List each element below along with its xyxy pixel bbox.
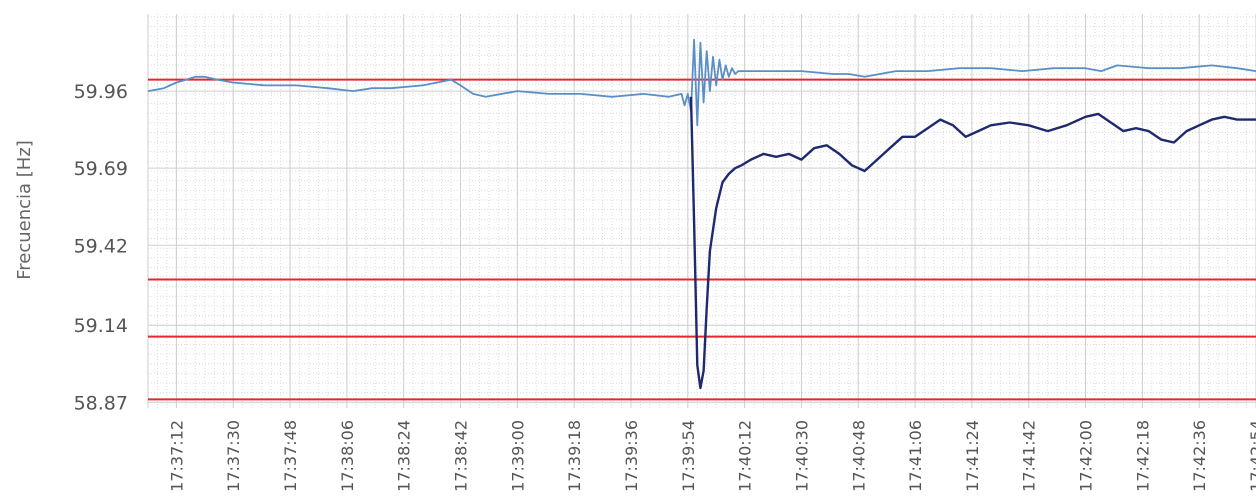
x-tick-label: 17:42:00: [1077, 420, 1096, 492]
y-axis-ticks: 59.96 59.69 59.42 59.14 58.87: [74, 81, 128, 414]
x-tick-label: 17:39:00: [508, 420, 527, 492]
x-tick-label: 17:40:30: [792, 420, 811, 492]
x-tick-label: 17:42:54: [1247, 420, 1256, 492]
x-tick-label: 17:41:06: [906, 420, 925, 492]
series-line-1: [147, 38, 1256, 127]
x-axis-ticks: 17:37:12 17:37:30 17:37:48 17:38:06 17:38:24…: [167, 420, 1256, 492]
x-tick-label: 17:38:06: [338, 420, 357, 492]
x-tick-label: 17:41:42: [1020, 420, 1039, 492]
y-tick-label: 59.69: [74, 158, 128, 180]
y-tick-label: 58.87: [74, 392, 128, 414]
x-tick-label: 17:37:30: [224, 420, 243, 492]
x-tick-label: 17:38:42: [452, 420, 471, 492]
x-tick-label: 17:40:12: [736, 420, 755, 492]
x-tick-label: 17:37:12: [167, 420, 186, 492]
series-lines: [147, 38, 1256, 390]
series-line-2: [689, 96, 1256, 390]
x-tick-label: 17:39:54: [679, 420, 698, 492]
y-tick-label: 59.42: [74, 235, 128, 257]
x-tick-label: 17:41:24: [963, 420, 982, 492]
x-tick-label: 17:37:48: [281, 420, 300, 492]
y-tick-label: 59.14: [74, 315, 128, 337]
x-tick-label: 17:40:48: [849, 420, 868, 492]
threshold-lines: [148, 78, 1256, 401]
y-axis-label: Frecuencia [Hz]: [14, 140, 35, 280]
x-tick-label: 17:38:24: [395, 420, 414, 492]
x-tick-label: 17:42:36: [1190, 420, 1209, 492]
x-tick-label: 17:39:36: [622, 420, 641, 492]
x-tick-label: 17:42:18: [1133, 420, 1152, 492]
y-tick-label: 59.96: [74, 81, 128, 103]
x-tick-label: 17:39:18: [565, 420, 584, 492]
